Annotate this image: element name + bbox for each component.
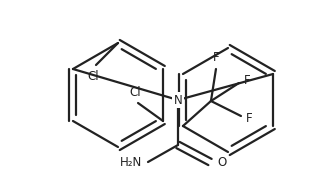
Text: F: F: [213, 51, 219, 64]
Text: F: F: [244, 74, 251, 87]
Text: Cl: Cl: [129, 86, 141, 99]
Text: F: F: [246, 112, 253, 125]
Text: Cl: Cl: [87, 70, 99, 83]
Text: H₂N: H₂N: [120, 156, 142, 169]
Text: N: N: [174, 94, 182, 107]
Text: O: O: [217, 156, 226, 169]
